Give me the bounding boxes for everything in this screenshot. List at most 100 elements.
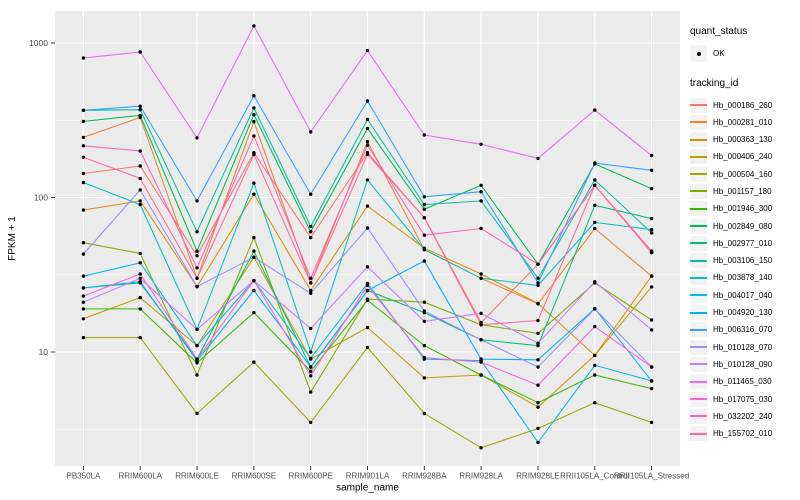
- data-point: [593, 401, 597, 405]
- data-point: [138, 251, 142, 256]
- data-point: [309, 350, 313, 354]
- data-point: [309, 224, 313, 229]
- data-point: [649, 231, 654, 235]
- data-point: [649, 168, 654, 172]
- legend-item-Hb_003878_140: Hb_003878_140: [690, 270, 798, 286]
- data-point: [138, 113, 142, 118]
- legend-item-Hb_003106_150: Hb_003106_150: [690, 253, 798, 269]
- x-tick-label: RRIM600LE: [175, 472, 219, 481]
- data-point: [138, 202, 142, 207]
- data-point: [309, 420, 313, 425]
- line-key-icon: [690, 426, 707, 442]
- legend-line-sample: [690, 328, 707, 331]
- data-point: [309, 390, 313, 394]
- data-point: [252, 310, 256, 315]
- data-point: [422, 247, 426, 252]
- data-point: [422, 355, 426, 360]
- data-point: [309, 369, 313, 373]
- legend-line-sample: [690, 242, 707, 245]
- data-point: [536, 283, 540, 288]
- ok-point-icon: [696, 51, 701, 56]
- x-tick-label: PB350LA: [67, 472, 101, 481]
- data-point: [138, 164, 142, 168]
- legend-line-sample: [690, 346, 707, 349]
- data-point: [593, 161, 597, 165]
- data-point: [593, 226, 597, 231]
- data-point: [195, 266, 199, 270]
- legend-item-Hb_010128_070: Hb_010128_070: [690, 339, 798, 355]
- data-point: [593, 280, 597, 284]
- legend-item-Hb_000504_160: Hb_000504_160: [690, 166, 798, 182]
- data-point: [138, 188, 142, 192]
- data-point: [422, 343, 426, 348]
- data-point: [649, 365, 654, 369]
- data-point: [81, 274, 86, 278]
- data-point: [536, 281, 540, 285]
- legend-item-Hb_000186_260: Hb_000186_260: [690, 97, 798, 113]
- data-point: [81, 252, 86, 256]
- data-point: [195, 254, 199, 258]
- data-point: [138, 272, 142, 276]
- data-point: [422, 195, 426, 199]
- legend-line-sample: [690, 294, 707, 297]
- line-key-icon: [690, 166, 707, 182]
- data-point: [252, 235, 256, 240]
- data-point: [365, 117, 370, 122]
- data-point: [649, 153, 654, 158]
- legend-title-quant-status: quant_status: [690, 26, 748, 37]
- y-tick-label: 10: [39, 347, 49, 357]
- data-point: [479, 338, 483, 342]
- data-point: [81, 300, 86, 304]
- data-point: [252, 249, 256, 253]
- data-point: [422, 133, 426, 137]
- data-point: [195, 136, 199, 140]
- line-key-icon: [690, 270, 707, 286]
- x-tick-label: RRIM928LA: [459, 472, 503, 481]
- legend-line-sample: [690, 276, 707, 279]
- data-point: [252, 288, 256, 293]
- data-point: [138, 261, 142, 265]
- data-point: [309, 192, 313, 196]
- legend-line-sample: [690, 398, 707, 401]
- data-point: [252, 112, 256, 117]
- data-point: [479, 272, 483, 276]
- x-tick-label: RRIM600PE: [288, 472, 332, 481]
- data-point: [649, 216, 654, 221]
- data-point: [536, 401, 540, 405]
- data-point: [138, 335, 142, 340]
- data-point: [309, 235, 313, 240]
- x-axis-title: sample_name: [336, 483, 399, 494]
- data-point: [365, 345, 370, 350]
- data-point: [593, 307, 597, 311]
- line-key-icon: [690, 305, 707, 321]
- data-point: [81, 335, 86, 340]
- legend-label: Hb_032202_240: [713, 411, 773, 421]
- data-point: [252, 278, 256, 283]
- data-point: [195, 357, 199, 361]
- data-point: [593, 363, 597, 367]
- y-axis-title: FPKM + 1: [7, 216, 18, 261]
- legend-line-sample: [690, 190, 707, 193]
- data-point: [422, 319, 426, 323]
- data-point: [81, 108, 86, 113]
- data-point: [81, 171, 86, 176]
- data-point: [138, 108, 142, 112]
- line-key-icon: [690, 253, 707, 269]
- legend-label: Hb_000406_240: [713, 152, 773, 162]
- data-point: [536, 331, 540, 336]
- data-point: [536, 426, 540, 431]
- y-tick-label: 100: [34, 192, 48, 202]
- x-tick-label: RRIM600SE: [232, 472, 276, 481]
- data-point: [649, 386, 654, 391]
- data-point: [649, 250, 654, 255]
- line-key-icon: [690, 339, 707, 355]
- data-point: [365, 143, 370, 147]
- data-point: [252, 24, 256, 28]
- data-point: [479, 183, 483, 187]
- line-key-icon: [690, 391, 707, 407]
- data-point: [138, 104, 142, 108]
- data-point: [365, 298, 370, 302]
- legend-line-sample: [690, 207, 707, 210]
- data-point: [536, 276, 540, 280]
- legend-label: Hb_000281_010: [713, 117, 773, 127]
